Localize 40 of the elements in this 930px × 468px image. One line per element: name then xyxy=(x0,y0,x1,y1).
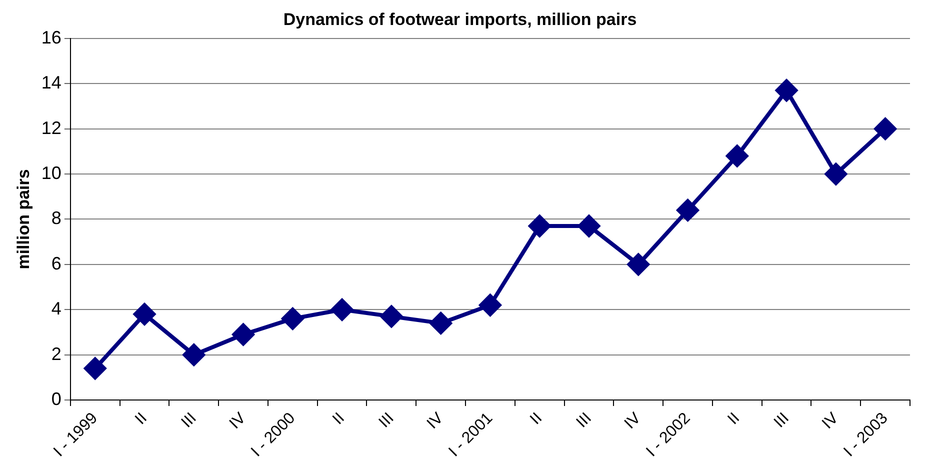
point xyxy=(627,253,650,276)
point xyxy=(726,144,748,167)
y-tick-label: 2 xyxy=(51,344,62,364)
point xyxy=(824,163,847,186)
x-tick-label: II xyxy=(527,410,546,428)
x-tick-label: III xyxy=(376,410,398,432)
x-tick-label: III xyxy=(771,410,792,432)
y-tick-label: 14 xyxy=(41,72,62,93)
y-tick-label: 4 xyxy=(51,298,62,319)
x-tick-label: II xyxy=(330,410,348,428)
point xyxy=(380,305,402,328)
point xyxy=(232,324,254,346)
point xyxy=(282,308,304,330)
point xyxy=(182,344,205,366)
point xyxy=(676,199,699,222)
y-axis-title: million pairs xyxy=(14,169,33,270)
point xyxy=(430,312,452,334)
x-tick-label: IV xyxy=(424,410,447,432)
x-tick-label: IV xyxy=(819,410,842,432)
y-tick-label: 12 xyxy=(41,118,62,138)
x-tick-label: III xyxy=(573,410,595,432)
chart-title: Dynamics of footwear imports, million pairs xyxy=(283,10,637,29)
point xyxy=(874,118,896,140)
point xyxy=(479,294,502,316)
point xyxy=(578,215,600,238)
y-tick-label: 0 xyxy=(51,389,62,410)
x-tick-label: IV xyxy=(622,410,645,432)
x-tick-label: III xyxy=(178,410,200,432)
y-tick-label: 16 xyxy=(41,27,62,48)
x-tick-label: II xyxy=(132,410,150,428)
point xyxy=(528,215,551,238)
x-tick-label: II xyxy=(724,410,744,428)
y-tick-label: 6 xyxy=(51,253,62,274)
point xyxy=(84,357,106,380)
point xyxy=(134,303,156,326)
point xyxy=(776,79,798,102)
y-tick-label: 8 xyxy=(51,208,62,228)
x-tick-label: IV xyxy=(226,410,250,432)
point xyxy=(331,298,354,321)
y-tick-label: 10 xyxy=(41,162,62,183)
